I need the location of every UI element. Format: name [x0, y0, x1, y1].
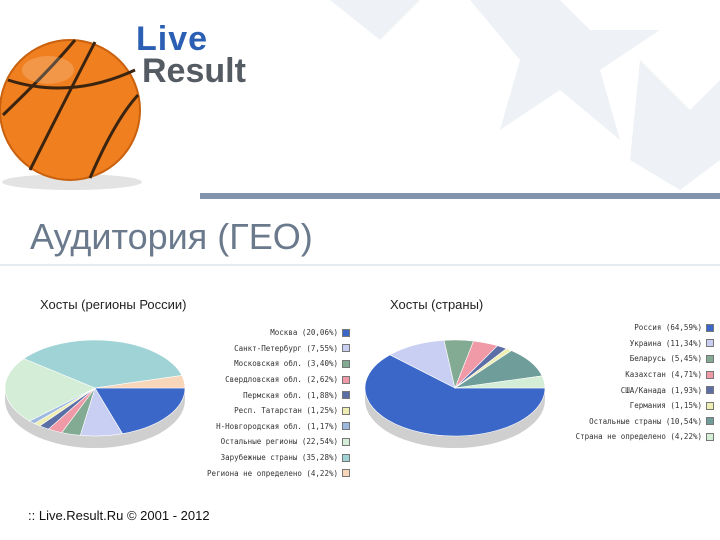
- brand-logo-line1: Live: [136, 20, 209, 58]
- legend-label: Респ. Татарстан (1,25%): [234, 406, 338, 416]
- legend-item: Страна не определено (4,22%): [576, 429, 714, 445]
- legend-regions: Москва (20,06%) Санкт-Петербург (7,55%) Мо…: [207, 325, 350, 481]
- legend-label: США/Канада (1,93%): [620, 385, 702, 395]
- legend-swatch: [342, 391, 350, 400]
- legend-item: Респ. Татарстан (1,25%): [207, 403, 350, 419]
- legend-item: Остальные регионы (22,54%): [207, 434, 350, 450]
- legend-item: Казахстан (4,71%): [576, 367, 714, 383]
- pie-side: [5, 388, 185, 448]
- legend-swatch: [342, 406, 350, 415]
- legend-item: Региона не определено (4,22%): [207, 465, 350, 481]
- legend-swatch: [342, 375, 350, 384]
- legend-swatch: [706, 386, 714, 395]
- legend-label: Остальные страны (10,54%): [589, 416, 702, 426]
- legend-swatch: [706, 370, 714, 379]
- page-title: Аудитория (ГЕО): [30, 216, 313, 257]
- header-background: [0, 0, 720, 190]
- basketball-icon: [0, 39, 142, 190]
- legend-item: Украина (11,34%): [576, 336, 714, 352]
- legend-item: Санкт-Петербург (7,55%): [207, 341, 350, 357]
- footer-copyright: :: Live.Result.Ru © 2001 - 2012: [28, 508, 210, 523]
- chart-title-regions: Хосты (регионы России): [40, 297, 187, 312]
- legend-swatch: [706, 432, 714, 441]
- legend-swatch: [342, 469, 350, 478]
- legend-item: Свердловская обл. (2,62%): [207, 372, 350, 388]
- legend-item: Зарубежные страны (35,28%): [207, 450, 350, 466]
- legend-label: Москва (20,06%): [270, 328, 338, 338]
- legend-label: Страна не определено (4,22%): [575, 432, 702, 442]
- pie-slice-0: [364, 354, 546, 437]
- title-underline: [0, 264, 720, 266]
- legend-item: Германия (1,15%): [576, 398, 714, 414]
- pie-side: [365, 388, 545, 448]
- legend-label: Свердловская обл. (2,62%): [225, 375, 338, 385]
- legend-label: Пермская обл. (1,88%): [243, 390, 338, 400]
- legend-swatch: [706, 323, 714, 332]
- header-divider: [200, 193, 720, 199]
- legend-item: Остальные страны (10,54%): [576, 414, 714, 430]
- legend-item: Москва (20,06%): [207, 325, 350, 341]
- legend-swatch: [342, 422, 350, 431]
- legend-swatch: [706, 354, 714, 363]
- legend-item: Беларусь (5,45%): [576, 351, 714, 367]
- legend-label: Н-Новгородская обл. (1,17%): [216, 421, 338, 431]
- legend-label: Беларусь (5,45%): [629, 354, 702, 364]
- legend-label: Россия (64,59%): [634, 323, 702, 333]
- legend-countries: Россия (64,59%) Украина (11,34%) Беларусь …: [576, 320, 714, 445]
- pie-slice-8: [23, 339, 183, 389]
- legend-swatch: [706, 401, 714, 410]
- legend-item: Н-Новгородская обл. (1,17%): [207, 419, 350, 435]
- legend-swatch: [706, 339, 714, 348]
- legend-label: Зарубежные страны (35,28%): [220, 453, 338, 463]
- legend-swatch: [342, 437, 350, 446]
- legend-label: Казахстан (4,71%): [625, 370, 702, 380]
- legend-label: Региона не определено (4,22%): [207, 468, 338, 478]
- legend-swatch: [342, 453, 350, 462]
- pie-slice-7: [4, 358, 96, 422]
- brand-logo-line2: Result: [142, 52, 246, 90]
- legend-label: Санкт-Петербург (7,55%): [234, 343, 338, 353]
- pie-chart-regions: [4, 339, 186, 448]
- legend-swatch: [342, 359, 350, 368]
- legend-label: Остальные регионы (22,54%): [220, 437, 338, 447]
- legend-label: Германия (1,15%): [629, 401, 702, 411]
- legend-item: Московская обл. (3,40%): [207, 356, 350, 372]
- legend-label: Украина (11,34%): [629, 338, 702, 348]
- legend-item: Пермская обл. (1,88%): [207, 387, 350, 403]
- legend-item: Россия (64,59%): [576, 320, 714, 336]
- pie-slice-9: [94, 375, 186, 389]
- legend-swatch: [342, 328, 350, 337]
- legend-swatch: [342, 344, 350, 353]
- legend-swatch: [706, 417, 714, 426]
- chart-title-countries: Хосты (страны): [390, 297, 484, 312]
- brand-logo: Live Result: [136, 20, 246, 90]
- legend-item: США/Канада (1,93%): [576, 382, 714, 398]
- pie-slice-0: [94, 387, 186, 435]
- pie-slice-7: [454, 375, 546, 389]
- legend-label: Московская обл. (3,40%): [234, 359, 338, 369]
- pie-chart-countries: [364, 339, 546, 448]
